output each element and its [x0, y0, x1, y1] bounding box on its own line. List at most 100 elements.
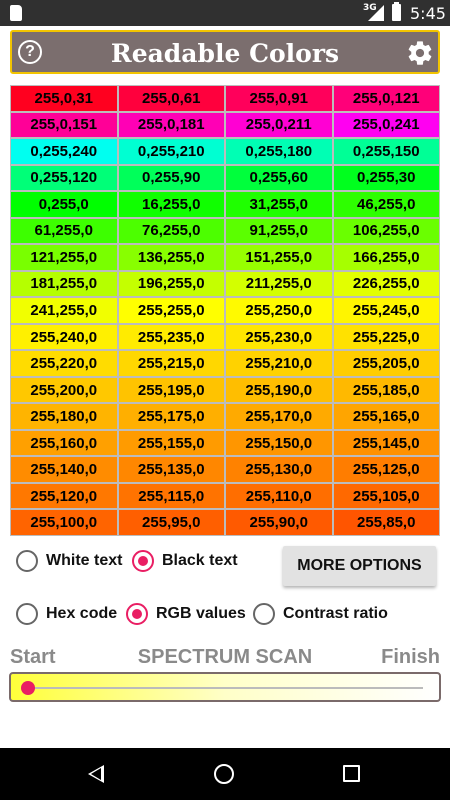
color-cell[interactable]: 0,255,90	[118, 165, 224, 191]
color-cell[interactable]: 255,170,0	[226, 404, 332, 429]
color-cell[interactable]: 255,195,0	[118, 377, 224, 403]
contrast-ratio-label: Contrast ratio	[283, 605, 388, 622]
color-cell[interactable]: 255,110,0	[226, 483, 332, 509]
color-cell[interactable]: 0,255,60	[226, 165, 332, 191]
slider-track	[27, 687, 423, 689]
color-cell[interactable]: 255,150,0	[226, 430, 332, 456]
color-cell[interactable]: 255,245,0	[333, 298, 439, 323]
color-cell[interactable]: 76,255,0	[118, 218, 224, 244]
color-cell[interactable]: 166,255,0	[333, 245, 439, 270]
battery-icon	[392, 2, 401, 21]
color-cell[interactable]: 151,255,0	[226, 245, 332, 270]
status-time: 5:45	[410, 4, 446, 23]
color-cell[interactable]: 31,255,0	[226, 192, 332, 217]
color-cell[interactable]: 61,255,0	[11, 218, 117, 244]
color-cell[interactable]: 0,255,150	[333, 139, 439, 164]
color-cell[interactable]: 255,185,0	[333, 377, 439, 403]
color-cell[interactable]: 255,0,181	[118, 112, 224, 138]
color-cell[interactable]: 46,255,0	[333, 192, 439, 217]
color-cell[interactable]: 0,255,120	[11, 165, 117, 191]
color-cell[interactable]: 255,85,0	[333, 510, 439, 535]
color-cell[interactable]: 255,90,0	[226, 510, 332, 535]
color-cell[interactable]: 226,255,0	[333, 271, 439, 297]
radio-icon	[132, 550, 154, 572]
color-cell[interactable]: 255,175,0	[118, 404, 224, 429]
navigation-bar	[0, 748, 450, 800]
color-cell[interactable]: 0,255,30	[333, 165, 439, 191]
gear-icon[interactable]	[406, 39, 434, 67]
rgb-values-radio[interactable]: RGB values	[126, 603, 246, 625]
color-cell[interactable]: 241,255,0	[11, 298, 117, 323]
color-cell[interactable]: 255,210,0	[226, 351, 332, 376]
color-cell[interactable]: 255,0,151	[11, 112, 117, 138]
color-cell[interactable]: 255,145,0	[333, 430, 439, 456]
color-cell[interactable]: 255,230,0	[226, 324, 332, 350]
color-cell[interactable]: 255,0,211	[226, 112, 332, 138]
spectrum-scan-title: SPECTRUM SCAN	[137, 646, 313, 668]
black-text-radio[interactable]: Black text	[132, 550, 238, 572]
color-cell[interactable]: 136,255,0	[118, 245, 224, 270]
signal-icon	[368, 5, 384, 21]
color-cell[interactable]: 255,215,0	[118, 351, 224, 376]
color-cell[interactable]: 255,130,0	[226, 457, 332, 482]
color-cell[interactable]: 255,120,0	[11, 483, 117, 509]
color-cell[interactable]: 255,0,91	[226, 86, 332, 111]
color-cell[interactable]: 255,100,0	[11, 510, 117, 535]
color-cell[interactable]: 0,255,180	[226, 139, 332, 164]
color-cell[interactable]: 255,0,241	[333, 112, 439, 138]
finish-label: Finish	[381, 646, 440, 668]
sd-card-icon	[10, 5, 22, 21]
contrast-ratio-radio[interactable]: Contrast ratio	[253, 603, 388, 625]
color-cell[interactable]: 255,190,0	[226, 377, 332, 403]
help-icon[interactable]: ?	[18, 40, 42, 64]
color-cell[interactable]: 255,205,0	[333, 351, 439, 376]
slider-thumb[interactable]	[21, 681, 35, 695]
more-options-button[interactable]: MORE OPTIONS	[283, 546, 436, 586]
spectrum-slider[interactable]	[9, 672, 441, 702]
color-cell[interactable]: 211,255,0	[226, 271, 332, 297]
white-text-label: White text	[46, 552, 123, 569]
hex-code-radio[interactable]: Hex code	[16, 603, 117, 625]
color-cell[interactable]: 255,180,0	[11, 404, 117, 429]
color-cell[interactable]: 255,160,0	[11, 430, 117, 456]
color-cell[interactable]: 255,250,0	[226, 298, 332, 323]
white-text-radio[interactable]: White text	[16, 550, 122, 572]
color-cell[interactable]: 16,255,0	[118, 192, 224, 217]
color-cell[interactable]: 255,255,0	[118, 298, 224, 323]
color-cell[interactable]: 255,105,0	[333, 483, 439, 509]
color-cell[interactable]: 255,225,0	[333, 324, 439, 350]
color-cell[interactable]: 255,135,0	[118, 457, 224, 482]
color-cell[interactable]: 255,125,0	[333, 457, 439, 482]
app-bar: ? Readable Colors	[10, 30, 440, 74]
color-cell[interactable]: 255,155,0	[118, 430, 224, 456]
rgb-values-label: RGB values	[156, 605, 246, 622]
color-cell[interactable]: 255,235,0	[118, 324, 224, 350]
color-cell[interactable]: 0,255,240	[11, 139, 117, 164]
color-cell[interactable]: 181,255,0	[11, 271, 117, 297]
radio-icon	[253, 603, 275, 625]
color-cell[interactable]: 255,140,0	[11, 457, 117, 482]
color-cell[interactable]: 255,0,61	[118, 86, 224, 111]
radio-icon	[126, 603, 148, 625]
color-cell[interactable]: 255,115,0	[118, 483, 224, 509]
color-cell[interactable]: 106,255,0	[333, 218, 439, 244]
color-cell[interactable]: 255,240,0	[11, 324, 117, 350]
color-cell[interactable]: 255,0,31	[11, 86, 117, 111]
radio-icon	[16, 603, 38, 625]
hex-code-label: Hex code	[46, 605, 118, 622]
recent-apps-icon[interactable]	[343, 765, 360, 782]
color-cell[interactable]: 255,0,121	[333, 86, 439, 111]
color-cell[interactable]: 255,220,0	[11, 351, 117, 376]
back-icon[interactable]	[88, 765, 104, 783]
start-label: Start	[10, 646, 56, 668]
color-cell[interactable]: 0,255,0	[11, 192, 117, 217]
color-cell[interactable]: 121,255,0	[11, 245, 117, 270]
radio-icon	[16, 550, 38, 572]
color-cell[interactable]: 255,200,0	[11, 377, 117, 403]
color-cell[interactable]: 196,255,0	[118, 271, 224, 297]
color-cell[interactable]: 0,255,210	[118, 139, 224, 164]
color-cell[interactable]: 91,255,0	[226, 218, 332, 244]
color-cell[interactable]: 255,95,0	[118, 510, 224, 535]
home-icon[interactable]	[214, 764, 234, 784]
color-cell[interactable]: 255,165,0	[333, 404, 439, 429]
